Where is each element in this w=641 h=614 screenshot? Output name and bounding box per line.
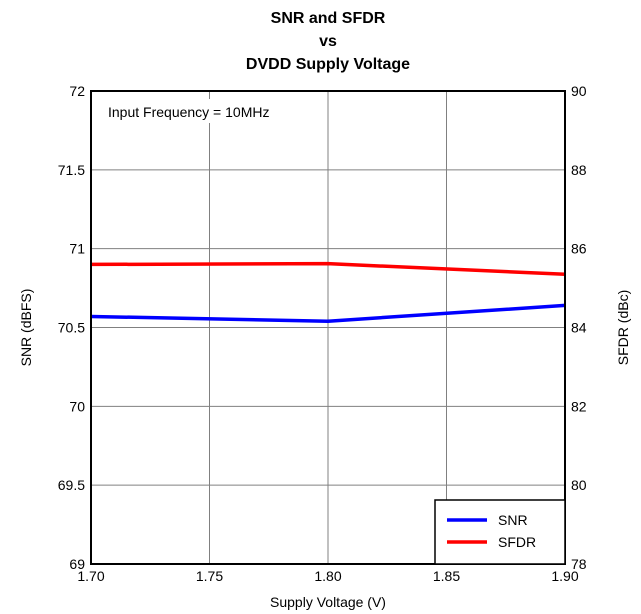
y-right-tick-label: 88 (571, 162, 587, 178)
grid (90, 90, 566, 565)
x-tick-label: 1.75 (196, 568, 223, 584)
y-left-tick-label: 71 (69, 241, 85, 257)
annotation-box: Input Frequency = 10MHz (101, 99, 321, 123)
y-right-tick-labels: 78 80 82 84 86 88 90 (571, 83, 587, 572)
x-tick-label: 1.70 (77, 568, 104, 584)
x-axis-label: Supply Voltage (V) (270, 594, 386, 610)
y-right-tick-label: 78 (571, 556, 587, 572)
legend: SNR SFDR (434, 499, 566, 565)
y-left-tick-labels: 69 69.5 70 70.5 71 71.5 72 (58, 83, 85, 572)
chart-title-line: vs (319, 33, 337, 50)
legend-box (434, 499, 566, 565)
x-tick-label: 1.90 (551, 568, 578, 584)
y-left-tick-label: 69 (69, 556, 85, 572)
y-right-axis-label: SFDR (dBc) (615, 290, 631, 365)
annotation-text: Input Frequency = 10MHz (108, 104, 269, 120)
y-right-tick-label: 90 (571, 83, 587, 99)
chart-title: SNR and SFDR vs DVDD Supply Voltage (246, 10, 410, 73)
chart-title-line: SNR and SFDR (271, 10, 386, 27)
series-layer (90, 261, 566, 323)
x-tick-labels: 1.70 1.75 1.80 1.85 1.90 (77, 568, 578, 584)
y-right-tick-label: 80 (571, 477, 587, 493)
y-left-tick-label: 69.5 (58, 477, 85, 493)
y-right-tick-label: 84 (571, 320, 587, 336)
legend-label-snr: SNR (498, 512, 528, 528)
x-tick-label: 1.80 (314, 568, 341, 584)
y-left-tick-label: 70 (69, 398, 85, 414)
x-tick-label: 1.85 (433, 568, 460, 584)
y-left-tick-label: 71.5 (58, 162, 85, 178)
legend-label-sfdr: SFDR (498, 534, 536, 550)
series-line-snr (90, 303, 566, 323)
y-left-tick-label: 70.5 (58, 320, 85, 336)
plot-frame (90, 90, 566, 565)
y-right-tick-label: 82 (571, 398, 587, 414)
series-line-sfdr (90, 261, 566, 277)
y-left-tick-label: 72 (69, 83, 85, 99)
chart-title-line: DVDD Supply Voltage (246, 56, 410, 73)
y-left-axis-label: SNR (dBFS) (18, 289, 34, 367)
y-right-tick-label: 86 (571, 241, 587, 257)
